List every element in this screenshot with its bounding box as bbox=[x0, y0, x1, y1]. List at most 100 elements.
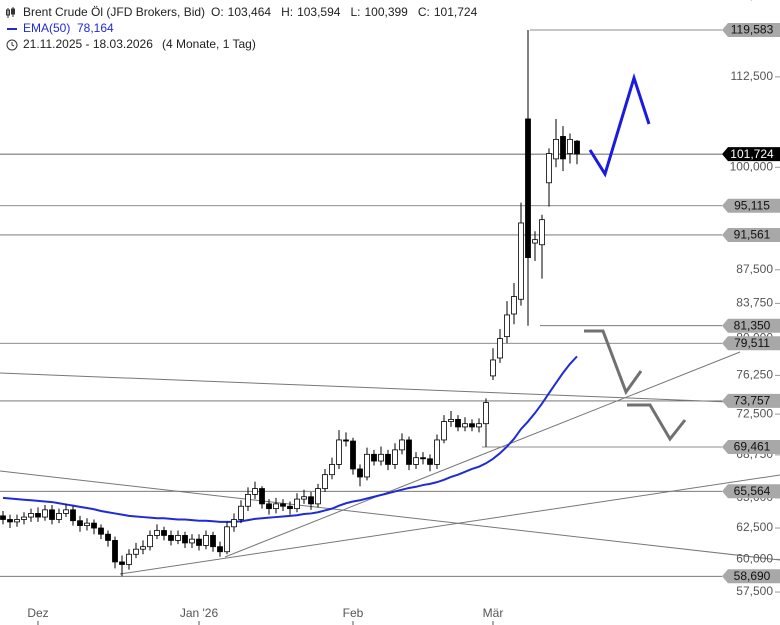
clock-hands bbox=[11, 42, 15, 47]
level-label: 119,583 bbox=[731, 23, 774, 37]
grid bbox=[0, 29, 780, 593]
candle-body bbox=[560, 136, 566, 160]
candle-body bbox=[420, 457, 426, 460]
candle-body bbox=[462, 423, 468, 428]
x-tick-label: Jan '26 bbox=[180, 606, 219, 620]
candle-icon bbox=[6, 7, 15, 18]
level-tag bbox=[722, 198, 780, 213]
level-tag bbox=[722, 393, 780, 408]
candle-body bbox=[399, 439, 405, 451]
candle-body bbox=[301, 496, 307, 500]
level-label: 65,564 bbox=[734, 484, 771, 498]
trend-line bbox=[0, 470, 780, 561]
period: (4 Monate, 1 Tag) bbox=[162, 37, 256, 51]
candle-body bbox=[497, 338, 503, 359]
candle-body bbox=[231, 519, 237, 528]
candle-body bbox=[371, 453, 377, 462]
projection-arrow bbox=[627, 403, 687, 442]
candle-body bbox=[385, 453, 391, 465]
stat-value: 103,594 bbox=[297, 5, 341, 19]
candle-body bbox=[567, 138, 573, 154]
level-tag bbox=[722, 318, 780, 333]
date-range: 21.11.2025 - 18.03.2026 bbox=[23, 37, 153, 51]
candle-body bbox=[196, 538, 202, 546]
level-label: 91,561 bbox=[734, 228, 771, 242]
candle-body bbox=[406, 439, 412, 465]
candle-body bbox=[126, 553, 132, 565]
candle-body bbox=[217, 546, 223, 553]
candle-body bbox=[329, 464, 335, 476]
candle-body bbox=[427, 458, 433, 465]
candle-body bbox=[245, 493, 251, 507]
x-tick-label: Mär bbox=[483, 606, 504, 620]
candle-body bbox=[518, 222, 524, 300]
y-tick-label: 125,000 bbox=[730, 0, 774, 2]
candle-body bbox=[469, 423, 475, 428]
level-label: 79,511 bbox=[734, 336, 770, 350]
candle-body bbox=[553, 138, 559, 160]
candle-body bbox=[490, 359, 496, 377]
candle-body bbox=[35, 513, 41, 518]
candle-body bbox=[0, 515, 6, 520]
candle-body bbox=[308, 496, 314, 505]
clock-icon bbox=[6, 39, 18, 51]
candle-body bbox=[210, 535, 216, 548]
candle-body bbox=[21, 516, 27, 520]
y-tick-label: 76,250 bbox=[736, 368, 773, 382]
candle-body bbox=[392, 449, 398, 465]
candle-body bbox=[182, 535, 188, 544]
candle-body bbox=[140, 546, 146, 550]
candle-body bbox=[287, 505, 293, 510]
candle-body bbox=[77, 520, 83, 526]
stat-label: L: bbox=[350, 5, 360, 19]
candle-body bbox=[70, 509, 76, 522]
y-tick-label: 100,000 bbox=[730, 159, 774, 173]
level-label: 81,350 bbox=[734, 318, 771, 332]
candle-body bbox=[42, 509, 48, 518]
candle-body bbox=[336, 439, 342, 465]
candle-body bbox=[315, 488, 321, 505]
level-label: 95,115 bbox=[734, 198, 770, 212]
trend-line bbox=[119, 474, 780, 575]
stat-value: 103,464 bbox=[228, 5, 272, 19]
candle-body bbox=[455, 419, 461, 428]
candle-body bbox=[14, 519, 20, 523]
candle-body bbox=[154, 530, 160, 536]
y-tick-label: 62,500 bbox=[736, 520, 773, 534]
candle-body bbox=[112, 540, 118, 563]
candle-body bbox=[28, 513, 34, 518]
y-tick-label: 83,750 bbox=[736, 296, 773, 310]
header: Brent Crude Öl (JFD Brokers, Bid) O: 103,… bbox=[6, 5, 478, 51]
level-tag bbox=[722, 147, 780, 162]
candle-body bbox=[525, 118, 531, 258]
candle-body bbox=[147, 535, 153, 548]
x-tick-label: Feb bbox=[343, 606, 364, 620]
candle-body bbox=[63, 509, 69, 514]
candle-body bbox=[168, 535, 174, 541]
level-tag bbox=[722, 227, 780, 242]
level-tag bbox=[722, 439, 780, 454]
candle-body bbox=[434, 439, 440, 465]
candle-body bbox=[546, 153, 552, 184]
candle-body bbox=[238, 505, 244, 520]
candle-body bbox=[378, 453, 384, 462]
trend-line bbox=[224, 351, 741, 558]
candle-body bbox=[119, 561, 125, 565]
candle-body bbox=[441, 421, 447, 441]
stat-label: O: bbox=[211, 5, 224, 19]
candle-body bbox=[84, 522, 90, 526]
level-label: 58,690 bbox=[734, 569, 771, 583]
candle-body bbox=[343, 439, 349, 442]
level-tag bbox=[722, 569, 780, 584]
candle-body bbox=[273, 503, 279, 510]
stat-label: H: bbox=[281, 5, 293, 19]
level-label: 73,757 bbox=[734, 394, 771, 408]
stat-value: 100,399 bbox=[364, 5, 408, 19]
ema-line bbox=[2, 355, 578, 523]
candle-body bbox=[161, 530, 167, 536]
projection-arrow bbox=[584, 329, 643, 396]
projection-arrow bbox=[588, 72, 651, 178]
y-tick-label: 72,500 bbox=[736, 406, 773, 420]
stat-value: 101,724 bbox=[434, 5, 478, 19]
candle-body bbox=[189, 538, 195, 544]
